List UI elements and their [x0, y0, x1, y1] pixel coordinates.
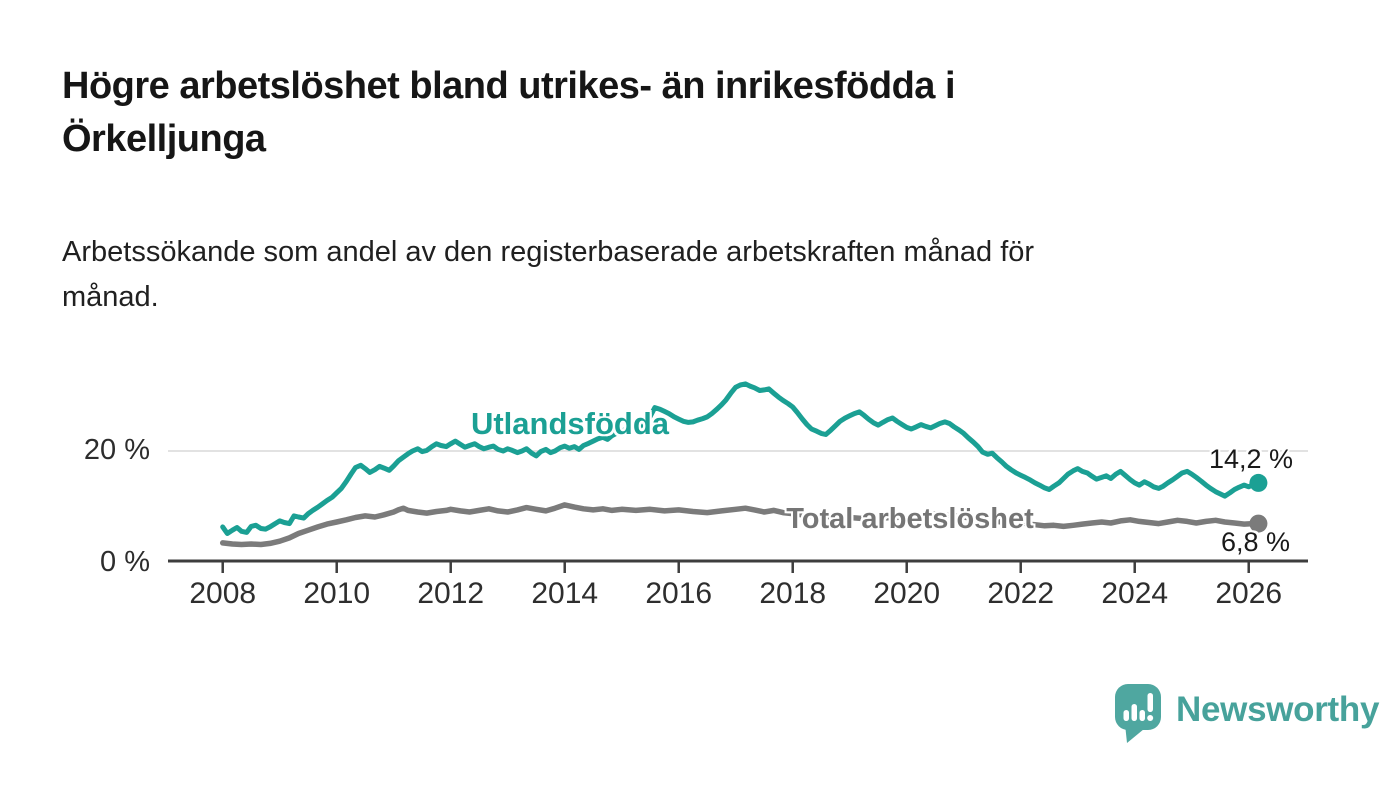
- newsworthy-logo: Newsworthy: [1114, 682, 1379, 746]
- page-title: Högre arbetslöshet bland utrikes- än inr…: [62, 65, 956, 160]
- y-axis-label-20: 20 %: [83, 434, 150, 466]
- end-dot-1: [1249, 514, 1268, 533]
- series-label-utlandsfodda: Utlandsfödda: [470, 406, 670, 441]
- x-tick-label: 2026: [1215, 577, 1283, 610]
- end-dot-0: [1249, 473, 1268, 492]
- x-tick-label: 2010: [303, 577, 371, 610]
- x-tick-label: 2016: [645, 577, 713, 610]
- end-value-utlandsfodda: 14,2 %: [1208, 444, 1293, 474]
- x-tick-label: 2022: [987, 577, 1055, 610]
- x-tick-label: 2012: [417, 577, 485, 610]
- end-value-total: 6,8 %: [1220, 527, 1290, 557]
- series-line-1: [219, 502, 1262, 548]
- y-axis-label-0: 0 %: [100, 546, 150, 578]
- x-tick-label: 2008: [189, 577, 257, 610]
- newsworthy-bubble-chart-icon: [1115, 684, 1161, 743]
- series-line-0: [220, 381, 1261, 536]
- x-tick-label: 2014: [531, 577, 599, 610]
- newsworthy-wordmark: Newsworthy: [1176, 690, 1380, 729]
- x-tick-label: 2018: [759, 577, 827, 610]
- x-tick-label: 2024: [1101, 577, 1169, 610]
- x-tick-label: 2020: [873, 577, 941, 610]
- series-label-total-arbetsloshet: Total arbetslöshet: [786, 503, 1034, 535]
- page-subtitle: Arbetssökande som andel av den registerb…: [62, 236, 1035, 313]
